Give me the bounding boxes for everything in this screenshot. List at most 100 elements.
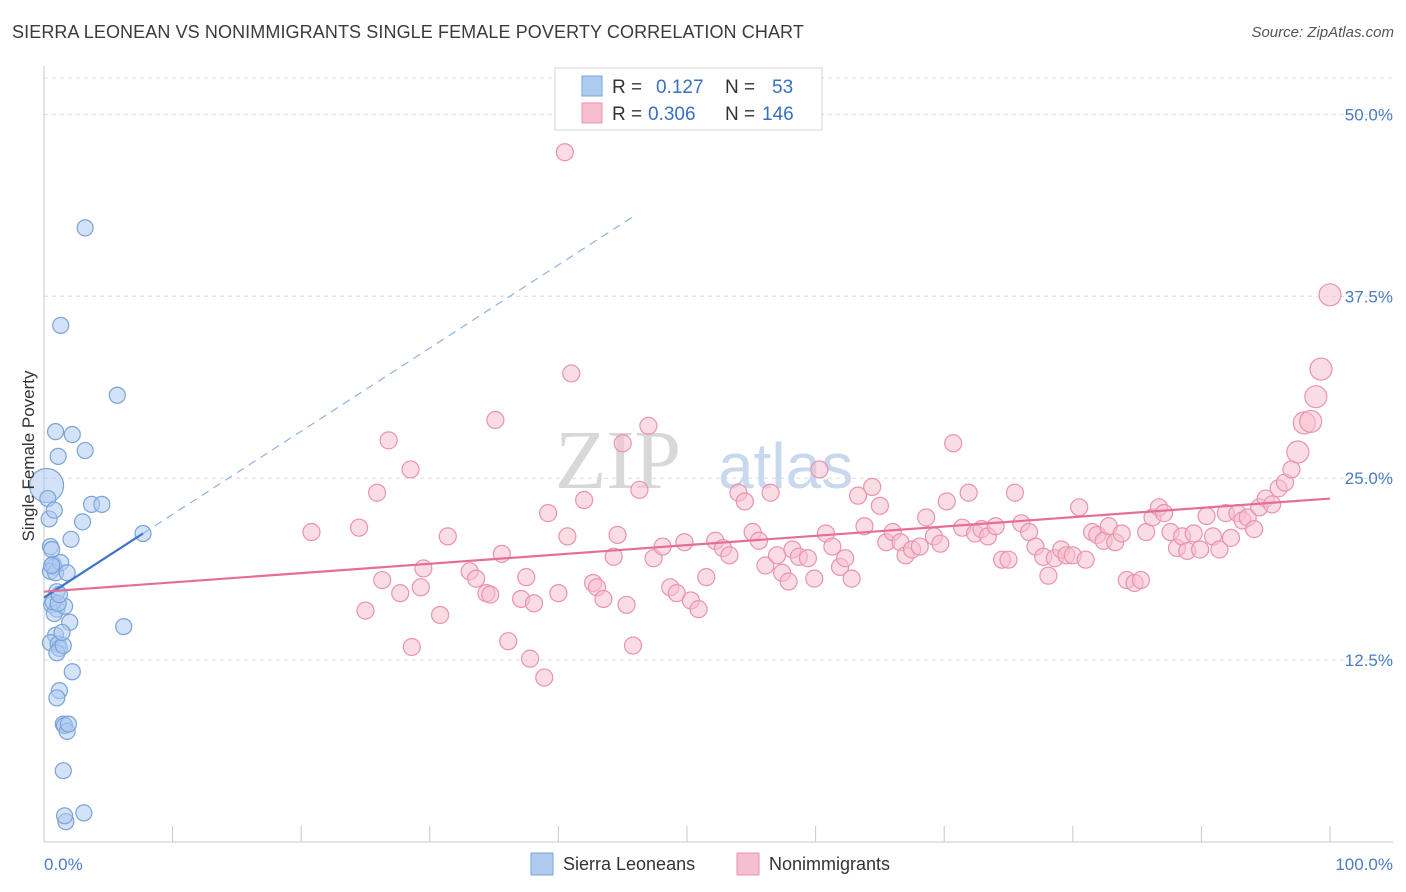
- pink-point-4: [367, 483, 387, 502]
- legend-n-value-pink: 146: [762, 104, 794, 125]
- blue-point-51: [43, 556, 61, 575]
- pink-point-29: [562, 364, 581, 383]
- blue-point-41: [93, 495, 111, 513]
- bottom-legend-label-pink: Nonimmigrants: [769, 854, 890, 874]
- pink-point-35: [608, 525, 627, 545]
- blue-point-32: [63, 425, 81, 444]
- pink-point-45: [675, 533, 694, 552]
- pink-point-69: [836, 549, 855, 568]
- bottom-legend-label-blue: Sierra Leoneans: [563, 854, 695, 874]
- pink-point-22: [517, 568, 536, 587]
- pink-point-71: [848, 486, 868, 505]
- y-tick-label-0: 12.5%: [1345, 651, 1393, 670]
- y-tick-label-3: 50.0%: [1345, 105, 1393, 124]
- pink-point-64: [805, 569, 824, 588]
- pink-point-143: [1304, 385, 1328, 409]
- pink-point-127: [1210, 540, 1229, 559]
- pink-point-20: [499, 632, 518, 651]
- pink-point-145: [1318, 283, 1342, 307]
- legend-r-label-blue: R =: [612, 77, 642, 98]
- blue-point-34: [73, 513, 92, 531]
- pink-point-63: [798, 549, 817, 568]
- pink-point-94: [1005, 483, 1025, 502]
- pink-point-44: [667, 584, 686, 603]
- pink-point-87: [959, 483, 978, 502]
- correlation-legend: R = 0.127 N = 53 R = 0.306 N = 146: [554, 67, 823, 131]
- pink-point-51: [720, 546, 739, 565]
- blue-point-47: [53, 623, 71, 642]
- legend-n-label-blue: N =: [725, 77, 755, 98]
- source-label: Source: ZipAtlas.com: [1251, 24, 1394, 41]
- legend-n-value-blue: 53: [772, 77, 793, 98]
- blue-point-42: [108, 386, 126, 404]
- legend-swatch-blue: [581, 75, 603, 97]
- pink-point-8: [402, 637, 421, 657]
- trend-lines: [43, 214, 1331, 599]
- blue-point-17: [46, 423, 65, 441]
- legend-swatch-pink: [581, 102, 603, 124]
- blue-point-29: [55, 807, 74, 825]
- chart-title: SIERRA LEONEAN VS NONIMMIGRANTS SINGLE F…: [12, 22, 804, 42]
- blue-point-23: [48, 689, 66, 707]
- pink-point-38: [623, 636, 643, 655]
- pink-point-129: [1221, 528, 1241, 547]
- pink-point-15: [466, 569, 486, 588]
- bottom-legend-swatch-blue: [530, 852, 554, 876]
- pink-point-27: [549, 584, 568, 603]
- pink-point-57: [761, 483, 780, 502]
- legend-n-label-pink: N =: [725, 104, 755, 125]
- pink-point-17: [481, 585, 500, 604]
- pink-point-53: [735, 492, 754, 511]
- pink-point-5: [373, 570, 392, 590]
- axes: [43, 66, 1393, 843]
- pink-point-1: [302, 522, 321, 542]
- y-tick-label-2: 37.5%: [1345, 287, 1393, 306]
- pink-point-11: [414, 559, 433, 578]
- blue-point-36: [58, 564, 76, 582]
- y-tick-labels: 12.5% 25.0% 37.5% 50.0%: [1345, 105, 1393, 670]
- pink-point-133: [1245, 520, 1264, 539]
- pink-point-28: [558, 527, 577, 546]
- pink-point-3: [356, 601, 375, 620]
- y-tick-label-1: 25.0%: [1345, 469, 1393, 488]
- series-legend: Sierra Leoneans Nonimmigrants: [530, 852, 890, 876]
- pink-point-91: [986, 517, 1005, 536]
- pink-point-10: [411, 578, 430, 597]
- legend-r-value-pink: 0.306: [648, 104, 696, 125]
- legend-r-value-blue: 0.127: [656, 77, 704, 98]
- pink-point-70: [842, 569, 861, 588]
- pink-point-12: [430, 605, 450, 625]
- blue-point-19: [45, 501, 63, 519]
- x-tick-label-min: 0.0%: [44, 855, 83, 874]
- pink-point-23: [521, 649, 540, 668]
- pink-point-37: [617, 595, 636, 614]
- pink-point-73: [863, 477, 882, 497]
- series-nonimmigrants: [302, 143, 1342, 687]
- blue-point-39: [63, 663, 81, 681]
- pink-point-7: [391, 584, 410, 603]
- legend-r-label-pink: R =: [612, 104, 642, 125]
- blue-point-35: [62, 530, 80, 548]
- pink-point-104: [1070, 498, 1089, 517]
- pink-point-56: [756, 556, 775, 575]
- blue-point-52: [50, 586, 69, 604]
- pink-point-72: [855, 517, 874, 536]
- pink-point-124: [1191, 540, 1210, 559]
- pink-point-118: [1155, 504, 1174, 523]
- blue-point-43: [115, 618, 133, 636]
- pink-point-58: [767, 546, 787, 565]
- blue-point-50: [59, 715, 78, 733]
- pink-point-142: [1299, 409, 1323, 434]
- pink-point-13: [438, 527, 457, 546]
- pink-point-18: [486, 410, 505, 430]
- pink-point-140: [1286, 440, 1310, 464]
- pink-point-105: [1076, 550, 1095, 569]
- watermark-zip: ZIP: [555, 414, 681, 507]
- blue-point-30: [76, 219, 94, 237]
- pink-point-144: [1309, 357, 1333, 381]
- gridlines: [44, 77, 1393, 661]
- trend-line-pink: [43, 497, 1331, 593]
- series-sierra-leoneans: [28, 219, 152, 831]
- pink-point-36: [613, 434, 632, 453]
- pink-point-39: [630, 480, 649, 499]
